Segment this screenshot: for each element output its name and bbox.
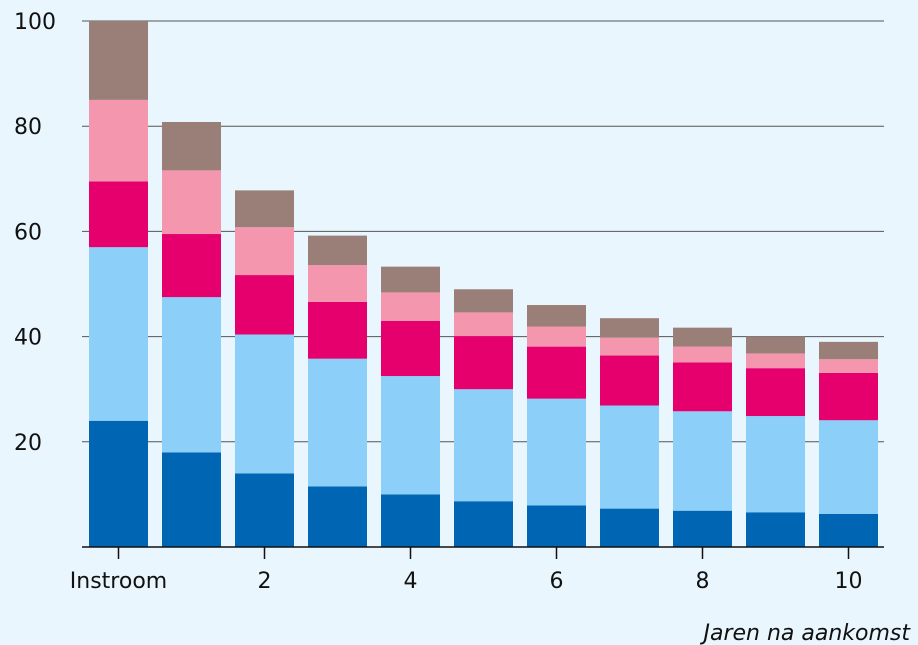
bar-segment xyxy=(308,486,367,547)
bar-segment xyxy=(600,405,659,509)
bar-segment xyxy=(162,170,221,235)
bar-segment xyxy=(819,341,878,360)
bar-segment xyxy=(673,362,732,412)
bar-segment xyxy=(381,494,440,547)
bar-segment xyxy=(819,420,878,514)
bar-segment xyxy=(673,510,732,547)
y-tick-label: 20 xyxy=(14,431,42,456)
bar-segment xyxy=(454,389,513,502)
bar-segment xyxy=(600,508,659,547)
bar-segment xyxy=(162,234,221,298)
y-tick-label: 100 xyxy=(14,10,56,35)
x-tick-label: 8 xyxy=(696,569,710,594)
bar-segment xyxy=(235,227,294,276)
bar-segment xyxy=(746,512,805,547)
bar-segment xyxy=(89,420,148,547)
bar-segment xyxy=(162,121,221,171)
bar-segment xyxy=(527,505,586,547)
bar-segment xyxy=(454,312,513,337)
bar-segment xyxy=(308,235,367,266)
bar-segment xyxy=(746,368,805,417)
bar-segment xyxy=(746,336,805,354)
bar-segment xyxy=(381,376,440,495)
bar-segment xyxy=(89,99,148,182)
bar-segment xyxy=(819,372,878,421)
bar-segment xyxy=(527,346,586,399)
y-tick-label: 40 xyxy=(14,326,42,351)
bar-segment xyxy=(600,355,659,406)
bar-segment xyxy=(308,358,367,487)
bar-segment xyxy=(746,353,805,369)
bar-segment xyxy=(235,190,294,228)
bar-segment xyxy=(673,327,732,347)
bar-segment xyxy=(746,416,805,513)
y-tick-label: 60 xyxy=(14,220,42,245)
bar-segment xyxy=(819,359,878,373)
y-tick-label: 80 xyxy=(14,115,42,140)
x-tick-labels: Instroom 2 4 6 8 10 xyxy=(70,569,863,594)
bar-segment xyxy=(235,334,294,474)
bar-segment xyxy=(89,247,148,421)
x-tick-label: 4 xyxy=(404,569,418,594)
x-tick-label: 2 xyxy=(258,569,272,594)
bar-segment xyxy=(454,501,513,547)
bar-segment xyxy=(235,473,294,547)
x-tick-label: Instroom xyxy=(70,569,167,594)
bar-segment xyxy=(89,181,148,248)
bar-segment xyxy=(600,318,659,338)
bar-segment xyxy=(381,266,440,293)
bars xyxy=(89,21,878,547)
bar-segment xyxy=(454,289,513,313)
bar-segment xyxy=(527,398,586,506)
bar-segment xyxy=(162,452,221,547)
bar-segment xyxy=(162,297,221,453)
bar-segment xyxy=(308,265,367,302)
bar-segment xyxy=(308,301,367,359)
y-tick-labels: 20 40 60 80 100 xyxy=(14,10,56,456)
bar-segment xyxy=(819,513,878,547)
bar-segment xyxy=(673,346,732,363)
x-tick-label: 10 xyxy=(835,569,863,594)
bar-segment xyxy=(89,21,148,100)
bar-segment xyxy=(381,320,440,377)
axes xyxy=(82,546,884,559)
bar-segment xyxy=(235,275,294,335)
bar-segment xyxy=(600,337,659,356)
x-tick-label: 6 xyxy=(550,569,564,594)
bar-segment xyxy=(454,336,513,390)
bar-segment xyxy=(381,292,440,321)
bar-segment xyxy=(673,411,732,511)
bar-segment xyxy=(527,326,586,347)
bar-segment xyxy=(527,305,586,327)
x-axis-title: Jaren na aankomst xyxy=(699,621,911,645)
